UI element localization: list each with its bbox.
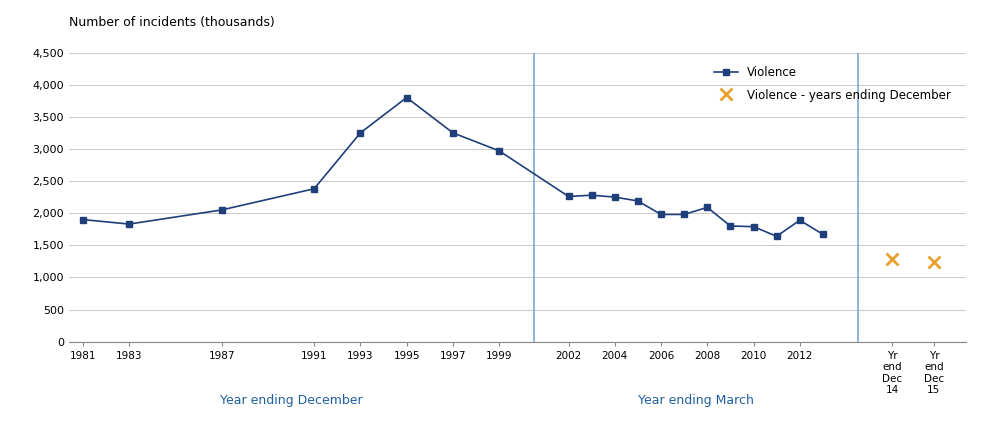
Legend: Violence, Violence - years ending December: Violence, Violence - years ending Decemb… [710,61,955,106]
Text: Year ending December: Year ending December [220,394,362,407]
Text: Number of incidents (thousands): Number of incidents (thousands) [69,17,275,29]
Text: Year ending March: Year ending March [638,394,753,407]
